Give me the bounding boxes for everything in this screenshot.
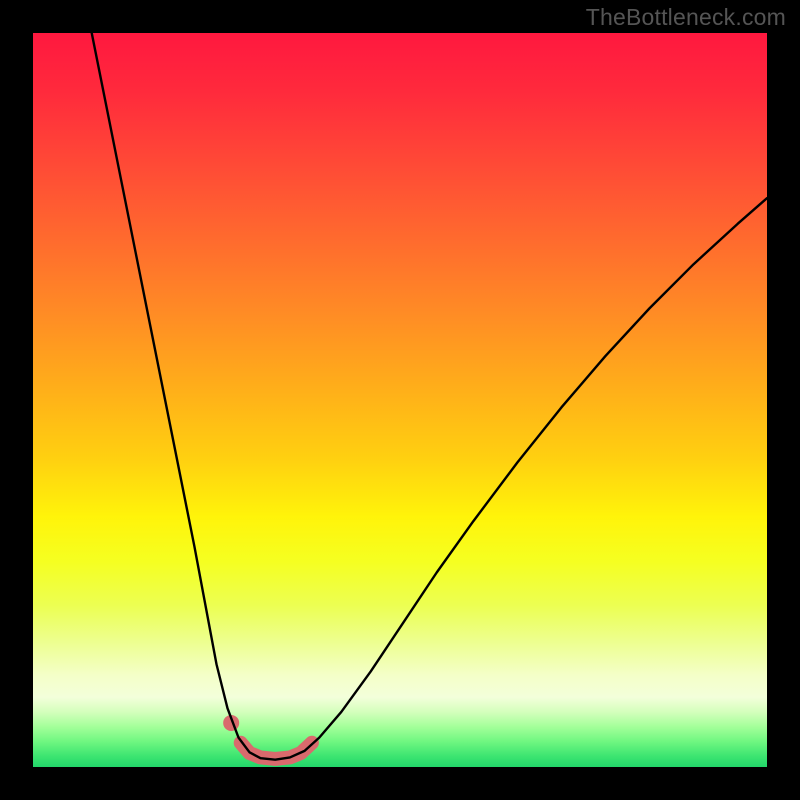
watermark-text: TheBottleneck.com xyxy=(586,4,786,31)
plot-background xyxy=(33,33,767,767)
chart-container: TheBottleneck.com xyxy=(0,0,800,800)
bottleneck-chart xyxy=(0,0,800,800)
